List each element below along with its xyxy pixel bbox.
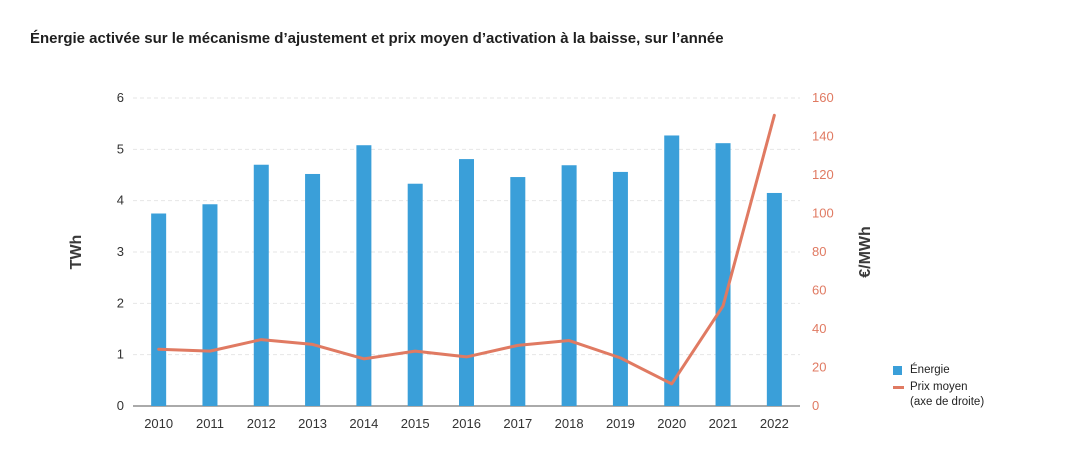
- legend-label-price: Prix moyen (axe de droite): [910, 380, 984, 410]
- x-tick-label: 2019: [606, 416, 635, 431]
- left-tick-label: 4: [117, 193, 124, 208]
- x-tick-label: 2015: [401, 416, 430, 431]
- left-tick-label: 6: [117, 90, 124, 105]
- y-axis-label-right: €/MWh: [857, 226, 874, 278]
- right-tick-label: 40: [812, 321, 826, 336]
- energy-bar-2015: [407, 183, 423, 406]
- right-tick-label: 100: [812, 206, 834, 221]
- price-line-group: [157, 113, 776, 386]
- right-tick-label: 80: [812, 244, 826, 259]
- left-tick-label: 2: [117, 295, 124, 310]
- x-tick-label: 2017: [503, 416, 532, 431]
- x-tick-label: 2014: [349, 416, 378, 431]
- energy-bar-2021: [715, 143, 731, 406]
- x-tick-label: 2016: [452, 416, 481, 431]
- legend-label-price-line2: (axe de droite): [910, 396, 985, 408]
- energy-bar-2017: [510, 177, 526, 406]
- legend-label-price-line1: Prix moyen: [910, 381, 968, 393]
- energy-bars: [151, 135, 782, 406]
- energy-bar-2012: [253, 164, 269, 406]
- energy-bar-2016: [459, 159, 474, 406]
- energy-bar-2022: [766, 192, 782, 406]
- legend-item-energy: Énergie: [893, 363, 984, 378]
- left-tick-label: 0: [117, 398, 124, 413]
- x-tick-label: 2020: [657, 416, 686, 431]
- x-tick-label: 2021: [709, 416, 738, 431]
- energy-bar-2019: [612, 171, 628, 406]
- legend-item-price: Prix moyen (axe de droite): [893, 380, 984, 410]
- right-tick-label: 160: [812, 90, 834, 105]
- energy-bar-2014: [356, 145, 372, 406]
- right-tick-label: 0: [812, 398, 819, 413]
- energy-bar-2013: [305, 173, 321, 406]
- right-tick-label: 60: [812, 283, 826, 298]
- legend: Énergie Prix moyen (axe de droite): [893, 363, 984, 412]
- energy-bar-2010: [151, 213, 167, 406]
- legend-swatch-energy: [893, 366, 902, 375]
- right-axis-ticks: 0 20 40 60 80 100 120 140 160: [812, 90, 834, 413]
- energy-bar-2011: [202, 204, 218, 406]
- left-axis-ticks: 0 1 2 3 4 5 6: [117, 90, 124, 413]
- x-tick-label: 2012: [247, 416, 276, 431]
- legend-swatch-price: [893, 386, 904, 389]
- right-tick-label: 120: [812, 167, 834, 182]
- y-axis-label-left: TWh: [68, 235, 85, 270]
- energy-bar-2020: [664, 135, 680, 406]
- legend-label-energy: Énergie: [910, 364, 950, 376]
- x-tick-label: 2022: [760, 416, 789, 431]
- left-tick-label: 1: [117, 347, 124, 362]
- energy-bar-2018: [561, 165, 577, 406]
- left-tick-label: 3: [117, 244, 124, 259]
- x-axis-ticks: 2010 2011 2012 2013 2014 2015 2016 2017 2018 2019…: [144, 416, 789, 431]
- x-tick-label: 2011: [196, 416, 224, 431]
- x-tick-label: 2010: [144, 416, 173, 431]
- right-tick-label: 140: [812, 129, 834, 144]
- right-tick-label: 20: [812, 360, 826, 375]
- x-tick-label: 2018: [555, 416, 584, 431]
- left-tick-label: 5: [117, 141, 124, 156]
- x-tick-label: 2013: [298, 416, 327, 431]
- chart-title: Énergie activée sur le mécanisme d’ajust…: [30, 30, 724, 47]
